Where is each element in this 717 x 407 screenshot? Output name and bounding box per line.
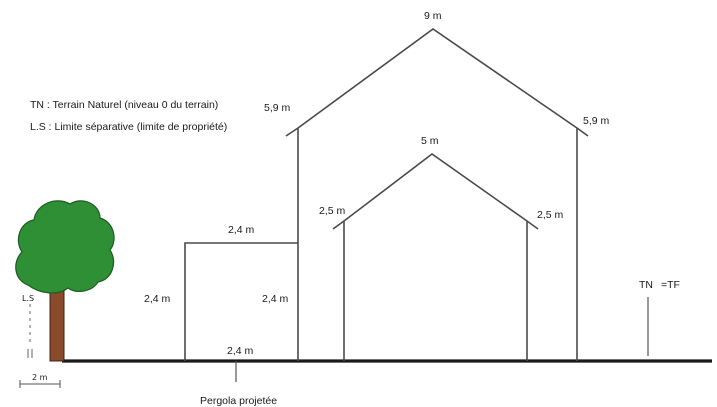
big-house-left-eave-height: 5,9 m [264,102,291,114]
pergola-right-height: 2,4 m [262,293,289,305]
legend-ls: L.S : Limite séparative (limite de propr… [30,121,227,133]
small-house-outline [332,153,539,230]
big-house-outline [285,28,589,137]
ls-label: L.S [22,294,34,303]
pergola-top-height: 2,4 m [228,224,255,236]
big-house-right-eave-height: 5,9 m [583,115,610,127]
small-house-ridge-height: 5 m [421,135,439,147]
small-house-left-eave-height: 2,5 m [319,205,346,217]
tree [15,200,115,362]
big-house-ridge-height: 9 m [424,10,442,22]
scale-bar: 2 m [19,373,61,388]
pergola-outline [184,242,298,361]
ls-marker [27,349,33,358]
tn-label: TN [639,279,653,291]
pergola-caption: Pergola projetée [200,395,277,407]
tf-label: =TF [661,279,680,291]
scale-label: 2 m [32,373,48,382]
pergola-width: 2,4 m [227,345,254,357]
small-house-right-eave-height: 2,5 m [537,209,564,221]
tree-foliage [15,200,115,294]
legend-tn: TN : Terrain Naturel (niveau 0 du terrai… [30,99,218,111]
pergola-left-height: 2,4 m [144,293,171,305]
